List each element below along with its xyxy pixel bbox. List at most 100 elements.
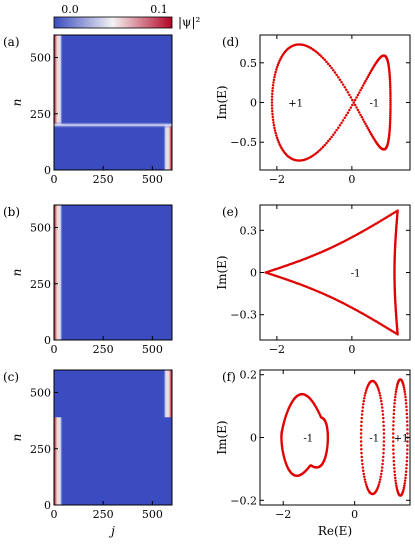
data-point: [278, 59, 281, 63]
data-point: [368, 71, 372, 75]
data-point: [369, 70, 373, 73]
data-point: [393, 402, 396, 405]
data-point: [393, 395, 397, 399]
heatmap-panel-2: 0 250 500 0 250 500 (b) n: [3, 204, 173, 356]
data-point: [274, 70, 277, 74]
bulk-band: [54, 121, 172, 129]
data-point: [380, 472, 383, 476]
data-point: [393, 467, 396, 470]
data-point: [377, 483, 381, 486]
data-point: [364, 483, 368, 486]
y-axis-label: Im(E): [215, 255, 229, 289]
data-point: [382, 428, 386, 431]
data-point: [368, 130, 372, 134]
data-point: [389, 111, 392, 115]
data-point: [272, 78, 276, 82]
colorbar-label: |ψ|²: [178, 15, 200, 29]
panel-label: (d): [222, 35, 239, 49]
right-edge-state: [163, 125, 172, 170]
data-point: [360, 459, 364, 462]
winding-number-label: -1: [351, 269, 361, 280]
data-point: [389, 86, 392, 89]
data-point: [392, 428, 395, 431]
data-point: [378, 394, 382, 397]
data-point: [379, 475, 382, 479]
data-point: [367, 128, 371, 132]
data-point: [389, 94, 392, 98]
data-point: [273, 75, 276, 79]
data-point: [328, 137, 332, 141]
data-point: [380, 469, 383, 472]
data-point: [277, 140, 280, 144]
data-point: [366, 75, 370, 79]
data-point: [337, 76, 340, 79]
data-point: [363, 396, 366, 400]
left-edge-state: [54, 35, 63, 125]
data-point: [360, 416, 364, 420]
panel-label: (a): [3, 35, 20, 49]
data-point: [393, 398, 397, 402]
data-point: [403, 479, 407, 482]
data-point: [340, 80, 343, 84]
data-point: [323, 58, 327, 62]
data-point: [364, 391, 367, 395]
data-point: [395, 385, 399, 389]
data-point: [363, 475, 366, 479]
data-point: [358, 91, 361, 94]
y-tick-label: 0: [44, 334, 51, 347]
data-point: [405, 463, 408, 467]
data-point: [325, 60, 328, 64]
x-tick-label: 0: [51, 343, 58, 356]
heatmap-background: [54, 370, 172, 505]
colorbar-gradient: [53, 16, 173, 29]
winding-number-label: -1: [369, 434, 379, 445]
data-point: [272, 121, 275, 124]
data-point: [405, 408, 408, 412]
data-point: [362, 399, 365, 403]
data-point: [381, 416, 385, 420]
heatmap-frame: [53, 369, 173, 506]
data-point: [275, 134, 278, 137]
data-point: [353, 103, 357, 107]
data-point: [314, 50, 318, 54]
data-point: [389, 109, 392, 113]
x-tick-label: −2: [269, 173, 285, 186]
y-tick-label: 250: [30, 278, 51, 291]
data-point: [348, 93, 351, 97]
data-point: [320, 147, 323, 150]
data-point: [359, 432, 363, 435]
data-point: [378, 478, 382, 481]
data-point: [333, 71, 337, 74]
data-point: [402, 488, 405, 491]
winding-number-label: +1: [288, 99, 303, 110]
data-point: [356, 108, 360, 112]
data-point: [402, 486, 406, 490]
y-tick-label: −0.3: [230, 309, 257, 322]
data-point: [389, 90, 392, 94]
data-point: [340, 121, 343, 125]
data-point: [321, 56, 325, 60]
data-point: [389, 96, 392, 100]
data-point: [388, 122, 392, 125]
x-tick-label: 500: [142, 343, 163, 356]
panel-label: (b): [3, 205, 20, 219]
data-point: [382, 424, 385, 427]
data-point: [326, 62, 330, 66]
x-tick-label: −2: [275, 508, 291, 521]
x-axis-label: j: [108, 524, 115, 538]
data-point: [346, 91, 350, 94]
x-tick-label: −2: [269, 343, 285, 356]
y-axis-label: n: [10, 269, 24, 277]
data-point: [378, 391, 381, 395]
data-point: [393, 405, 396, 408]
data-point: [359, 88, 362, 92]
data-point: [276, 138, 280, 142]
data-point: [404, 402, 408, 405]
data-point: [406, 428, 409, 431]
y-tick-label: 500: [30, 222, 51, 235]
data-point: [318, 149, 321, 152]
data-point: [361, 84, 365, 87]
y-tick-label: 250: [30, 443, 51, 456]
data-point: [279, 144, 282, 148]
data-point: [403, 390, 406, 393]
